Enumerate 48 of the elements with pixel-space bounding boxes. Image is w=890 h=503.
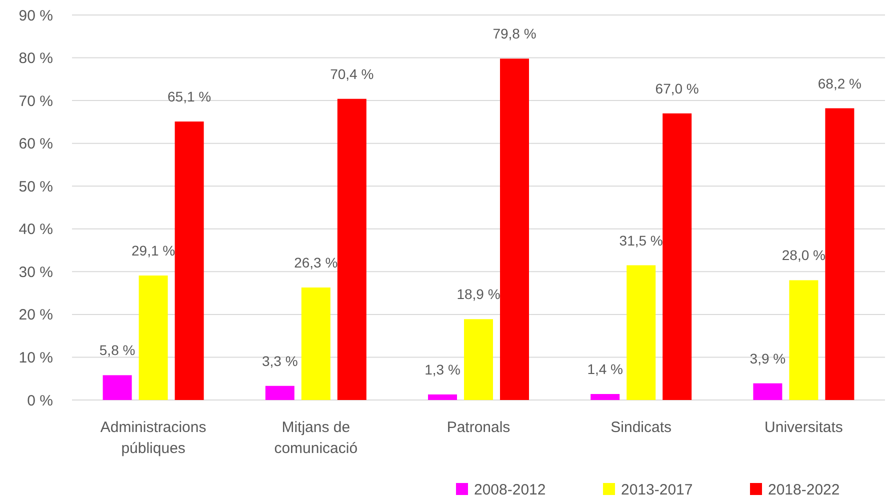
bar xyxy=(428,394,457,400)
data-label: 79,8 % xyxy=(492,26,536,42)
data-label: 5,8 % xyxy=(99,342,136,358)
legend-label: 2018-2022 xyxy=(768,481,840,498)
y-tick-label: 30 % xyxy=(18,264,53,281)
x-tick-label: Administracions públiques xyxy=(100,419,206,457)
data-label: 1,3 % xyxy=(424,361,460,378)
legend-label: 2008-2012 xyxy=(474,481,546,498)
y-tick-label: 0 % xyxy=(27,392,53,410)
y-tick-label: 10 % xyxy=(18,349,53,366)
bar xyxy=(337,98,366,400)
x-tick-label: Mitjans de comunicació xyxy=(274,419,358,457)
data-label: 31,5 % xyxy=(619,232,663,248)
bar xyxy=(138,276,168,400)
x-tick-label: Sindicats xyxy=(610,419,672,436)
bar xyxy=(301,287,330,400)
bar xyxy=(590,394,620,400)
y-tick-label: 70 % xyxy=(18,92,53,110)
data-label: 1,4 % xyxy=(587,361,624,378)
data-label: 70,4 % xyxy=(330,66,374,82)
data-label: 3,9 % xyxy=(750,350,786,366)
bar xyxy=(662,113,692,400)
y-tick-label: 50 % xyxy=(18,178,53,196)
bar xyxy=(464,319,493,400)
bar xyxy=(626,265,656,400)
y-tick-label: 20 % xyxy=(18,306,53,324)
y-tick-label: 40 % xyxy=(18,221,53,238)
bar xyxy=(102,375,132,400)
data-label: 26,3 % xyxy=(294,254,338,270)
bar xyxy=(265,386,294,400)
bar xyxy=(753,383,782,400)
bar xyxy=(500,58,529,400)
bar xyxy=(789,280,818,400)
x-tick-label: Patronals xyxy=(446,419,510,436)
data-label: 65,1 % xyxy=(168,88,212,105)
data-label: 18,9 % xyxy=(456,286,500,302)
data-label: 28,0 % xyxy=(782,247,826,264)
y-tick-label: 80 % xyxy=(18,50,53,68)
bar xyxy=(825,108,854,400)
data-label: 3,3 % xyxy=(262,352,298,369)
x-tick-label: Universitats xyxy=(764,419,843,436)
y-tick-label: 60 % xyxy=(18,136,53,153)
data-label: 68,2 % xyxy=(818,75,862,92)
legend-label: 2013-2017 xyxy=(621,481,693,498)
data-label: 29,1 % xyxy=(132,242,176,259)
y-tick-label: 90 % xyxy=(18,7,53,24)
bar xyxy=(174,122,204,400)
data-label: 67,0 % xyxy=(655,80,699,96)
